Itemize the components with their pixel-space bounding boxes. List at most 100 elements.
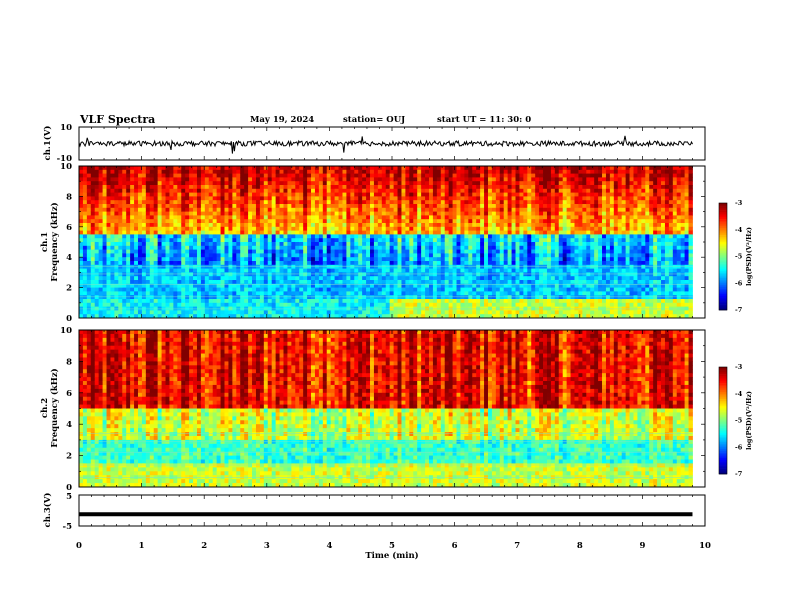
ch1-spectrogram-cell (252, 181, 257, 186)
ch1-spectrogram-cell (503, 261, 509, 266)
ch1-spectrogram-cell (275, 242, 280, 247)
ch1-spectrogram-cell (543, 272, 548, 277)
ch1-spectrogram-cell (468, 272, 473, 277)
ch1-spectrogram-cell (79, 310, 84, 315)
ch1-spectrogram-cell (82, 219, 88, 224)
ch1-spectrogram-cell (401, 223, 406, 228)
ch1-spectrogram-cell (432, 291, 438, 296)
ch1-spectrogram-cell (539, 299, 544, 304)
ch1-spectrogram-cell (114, 192, 119, 197)
ch1-spectrogram-cell (122, 242, 127, 247)
ch1-spectrogram-cell (295, 177, 300, 182)
ch1-spectrogram-cell (436, 302, 442, 307)
ch1-spectrogram-cell (362, 173, 367, 178)
ch1-spectrogram-cell (252, 200, 257, 205)
ch1-spectrogram-cell (216, 261, 221, 266)
ch1-spectrogram-cell (468, 215, 473, 220)
ch1-spectrogram-cell (299, 223, 304, 228)
ch1-spectrogram-cell (122, 219, 127, 224)
ch1-spectrogram-cell (484, 211, 489, 216)
ch1-spectrogram-cell (185, 204, 190, 209)
ch1-spectrogram-cell (436, 295, 442, 300)
ch1-spectrogram-cell (503, 310, 509, 315)
ch1-spectrogram-cell (535, 280, 540, 285)
ch1-spectrogram-cell (255, 287, 261, 292)
ch1-spectrogram-cell (543, 169, 548, 174)
ch1-spectrogram-cell (397, 310, 402, 315)
ch1-spectrogram-cell (189, 181, 194, 186)
ch1-spectrogram-cell (279, 215, 284, 220)
ch1-spectrogram-cell (291, 211, 296, 216)
ch1-spectrogram-cell (173, 272, 178, 277)
ch1-spectrogram-cell (196, 245, 202, 250)
ch1-spectrogram-cell (200, 283, 206, 288)
ch1-spectrogram-cell (208, 196, 214, 201)
ch1-spectrogram-cell (558, 245, 564, 250)
ch1-spectrogram-cell (145, 257, 151, 262)
ch1-spectrogram-cell (90, 280, 96, 285)
ch1-spectrogram-cell (381, 215, 387, 220)
ch1-spectrogram-cell (130, 264, 135, 269)
ch1-spectrogram-cell (244, 295, 249, 300)
ch1-spectrogram-cell (476, 200, 481, 205)
ch1-spectrogram-cell (515, 181, 520, 186)
ch1-spectrogram-cell (346, 314, 351, 319)
ch1-spectrogram-cell (346, 230, 351, 235)
ch1-spectrogram-cell (491, 185, 497, 190)
ch1-spectrogram-cell (86, 234, 92, 239)
ch1-spectrogram-cell (153, 310, 159, 315)
ch1-spectrogram-cell (236, 280, 241, 285)
ch1-spectrogram-cell (102, 238, 107, 243)
ch1-spectrogram-cell (220, 192, 225, 197)
ch1-spectrogram-cell (417, 287, 422, 292)
ch1-spectrogram-cell (566, 287, 571, 292)
ch1-spectrogram-cell (145, 192, 151, 197)
ch1-spectrogram-cell (79, 302, 84, 307)
ch1-spectrogram-cell (283, 169, 288, 174)
ch1-spectrogram-cell (216, 257, 221, 262)
ch1-spectrogram-cell (283, 173, 288, 178)
ch1-spectrogram-cell (558, 310, 564, 315)
ch1-spectrogram-cell (252, 299, 257, 304)
ch1-spectrogram-cell (487, 257, 493, 262)
ch1-spectrogram-cell (114, 204, 119, 209)
ch1-spectrogram-cell (330, 280, 336, 285)
ch1-spectrogram-cell (405, 234, 410, 239)
ch1-spectrogram-cell (149, 253, 155, 258)
ch1-spectrogram-cell (342, 257, 347, 262)
ch1-spectrogram-cell (303, 166, 308, 171)
ch1-spectrogram-cell (468, 287, 473, 292)
ch1-spectrogram-cell (554, 188, 560, 193)
ch1-spectrogram-cell (330, 192, 336, 197)
ch1-spectrogram-cell (224, 310, 229, 315)
ch1-spectrogram-cell (240, 302, 245, 307)
ch1-spectrogram-cell (554, 181, 560, 186)
ch1-spectrogram-cell (358, 185, 363, 190)
ch1-spectrogram-cell (550, 242, 556, 247)
ch1-spectrogram-cell (448, 192, 453, 197)
ch1-spectrogram-cell (271, 268, 277, 273)
ch1-spectrogram-cell (106, 204, 111, 209)
ch1-spectrogram-cell (287, 287, 292, 292)
ch1-spectrogram-cell (114, 238, 119, 243)
ch1-spectrogram-cell (554, 291, 560, 296)
ch1-spectrogram-cell (507, 196, 512, 201)
ch1-spectrogram-cell (535, 299, 540, 304)
ch1-spectrogram-cell (484, 242, 489, 247)
ch1-spectrogram-cell (299, 173, 304, 178)
ch1-spectrogram-cell (283, 295, 288, 300)
ch1-spectrogram-cell (149, 299, 155, 304)
ch1-spectrogram-cell (421, 211, 426, 216)
ch1-spectrogram-cell (94, 268, 100, 273)
ch1-spectrogram-cell (252, 223, 257, 228)
ch1-spectrogram-cell (271, 257, 277, 262)
ch1-spectrogram-cell (177, 173, 182, 178)
ch1-spectrogram-cell (511, 166, 516, 171)
ch1-spectrogram-cell (98, 310, 103, 315)
ch1-spectrogram-cell (90, 242, 96, 247)
ch1-spectrogram-cell (409, 280, 414, 285)
ch1-spectrogram-cell (110, 196, 115, 201)
ch1-spectrogram-cell (460, 268, 465, 273)
ch1-spectrogram-cell (216, 249, 221, 254)
ch1-spectrogram-cell (118, 211, 123, 216)
